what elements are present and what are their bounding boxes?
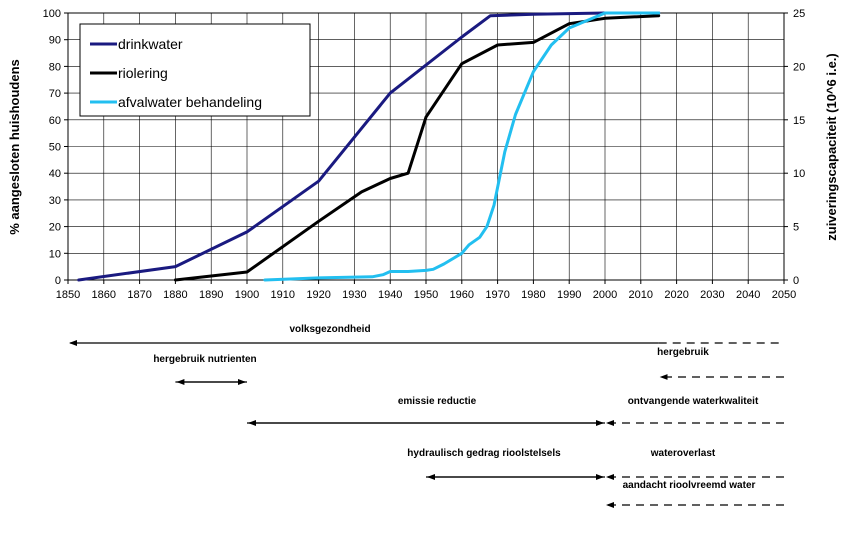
y-tick-label: 0 <box>55 275 61 287</box>
x-tick-label: 1930 <box>342 289 366 301</box>
series-line-1 <box>173 14 661 282</box>
grid <box>67 12 785 281</box>
y2-tick-label: 25 <box>793 8 805 20</box>
x-tick-label: 1950 <box>414 289 438 301</box>
x-tick-label: 1940 <box>378 289 402 301</box>
y-tick-label: 50 <box>49 142 61 154</box>
series-lines <box>77 11 661 282</box>
x-tick-label: 1870 <box>127 289 151 301</box>
series-line-2 <box>263 11 661 282</box>
x-tick-label: 2050 <box>772 289 796 301</box>
y-tick-label: 30 <box>49 195 61 207</box>
y-tick-label: 10 <box>49 248 61 260</box>
x-tick-label: 1880 <box>163 289 187 301</box>
y2-tick-label: 5 <box>793 222 799 234</box>
y-tick-label: 90 <box>49 35 61 47</box>
y-axis-title: % aangesloten huishoudens <box>7 59 22 235</box>
x-tick-label: 1890 <box>199 289 223 301</box>
timeline-label-0: volksgezondheid <box>289 324 370 335</box>
x-tick-label: 2010 <box>629 289 653 301</box>
y-tick-label: 70 <box>49 88 61 100</box>
x-tick-label: 1990 <box>557 289 581 301</box>
x-tick-label: 1860 <box>92 289 116 301</box>
x-tick-label: 1960 <box>450 289 474 301</box>
x-tick-label: 1850 <box>56 289 80 301</box>
y2-tick-label: 20 <box>793 61 805 73</box>
y-tick-label: 100 <box>43 8 61 20</box>
legend-label-2: afvalwater behandeling <box>118 94 262 110</box>
timeline: volksgezondheid hergebruik nutrienten herg… <box>69 324 784 508</box>
y-tick-label: 60 <box>49 115 61 127</box>
y-tick-label: 40 <box>49 168 61 180</box>
timeline-label-6: wateroverlast <box>650 448 716 459</box>
x-tick-label: 1920 <box>306 289 330 301</box>
y2-axis-title: zuiveringscapaciteit (10^6 i.e.) <box>824 53 839 241</box>
legend-box <box>79 23 311 117</box>
y2-tick-label: 10 <box>793 168 805 180</box>
x-tick-label: 1980 <box>521 289 545 301</box>
x-tick-label: 2040 <box>736 289 760 301</box>
legend-label-1: riolering <box>118 65 168 81</box>
timeline-label-3: emissie reductie <box>398 396 477 407</box>
legend-label-0: drinkwater <box>118 36 183 52</box>
y2-tick-label: 0 <box>793 275 799 287</box>
ticks: 1850 1860 1870 1880 1890 1900 1910 1920 1930 1940… <box>43 8 806 301</box>
x-tick-label: 1900 <box>235 289 259 301</box>
timeline-label-2: hergebruik <box>657 347 709 358</box>
series-line-0 <box>77 11 661 282</box>
x-tick-label: 2000 <box>593 289 617 301</box>
timeline-label-1: hergebruik nutrienten <box>153 354 256 365</box>
x-tick-label: 1910 <box>271 289 295 301</box>
y2-tick-label: 15 <box>793 115 805 127</box>
timeline-label-5: hydraulisch gedrag rioolstelsels <box>407 448 561 459</box>
y-tick-label: 20 <box>49 222 61 234</box>
legend: drinkwater riolering afvalwater behandelin… <box>79 23 311 117</box>
x-tick-label: 2030 <box>700 289 724 301</box>
x-tick-label: 1970 <box>485 289 509 301</box>
y-tick-label: 80 <box>49 61 61 73</box>
x-tick-label: 2020 <box>664 289 688 301</box>
timeline-label-4: ontvangende waterkwaliteit <box>628 396 759 407</box>
timeline-label-7: aandacht rioolvreemd water <box>623 480 756 491</box>
